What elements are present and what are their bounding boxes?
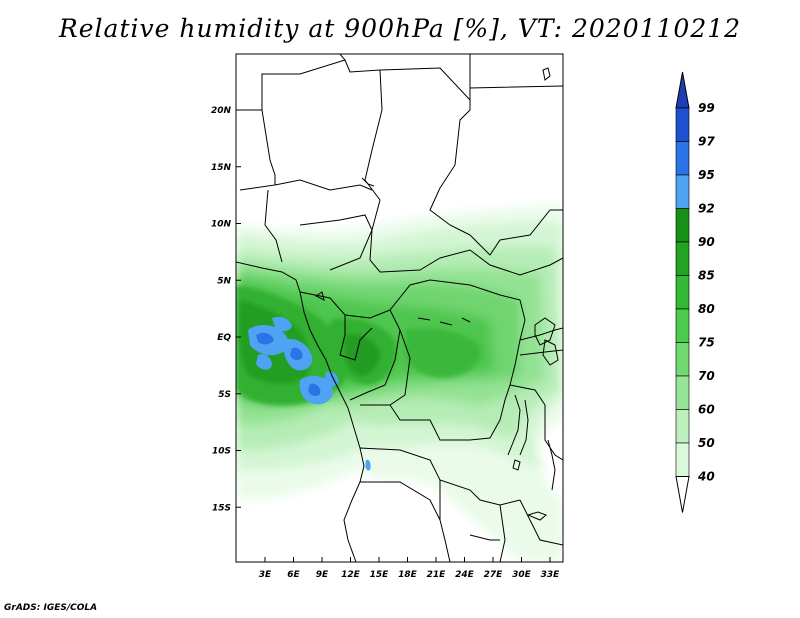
lat-tick-label: 5S bbox=[218, 390, 231, 400]
lon-tick-label: 21E bbox=[427, 570, 447, 580]
lat-tick-label: 15S bbox=[212, 503, 231, 513]
lat-tick-label: 10N bbox=[211, 220, 232, 230]
lon-tick-label: 33E bbox=[541, 570, 561, 580]
lat-tick-label: 15N bbox=[211, 163, 232, 173]
longitude-axis: 3E 6E 9E 12E 15E 18E 21E 24E 27E 30E 33E bbox=[259, 557, 560, 580]
humidity-field bbox=[236, 205, 563, 562]
lon-tick-label: 15E bbox=[370, 570, 390, 580]
lat-tick-label: 20N bbox=[211, 106, 232, 116]
lat-tick-label: 5N bbox=[217, 276, 231, 286]
lat-tick-label: EQ bbox=[217, 333, 231, 343]
lon-tick-label: 9E bbox=[316, 570, 329, 580]
lon-tick-label: 27E bbox=[484, 570, 504, 580]
grads-credit: GrADS: IGES/COLA bbox=[4, 603, 98, 613]
map-title: Relative humidity at 900hPa [%], VT: 202… bbox=[58, 14, 742, 43]
map-frame bbox=[235, 53, 564, 563]
latitude-axis: 20N 15N 10N 5N EQ 5S 10S 15S bbox=[211, 106, 241, 513]
lon-tick-label: 3E bbox=[259, 570, 272, 580]
lon-tick-label: 6E bbox=[287, 570, 300, 580]
lat-tick-label: 10S bbox=[212, 447, 231, 457]
lon-tick-label: 24E bbox=[455, 570, 475, 580]
lon-tick-label: 18E bbox=[398, 570, 418, 580]
lon-tick-label: 30E bbox=[512, 570, 532, 580]
lon-tick-label: 12E bbox=[341, 570, 361, 580]
country-borders bbox=[236, 54, 563, 562]
